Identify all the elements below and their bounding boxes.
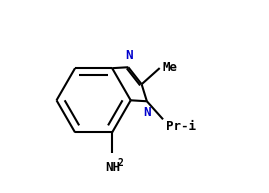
Text: Pr-i: Pr-i xyxy=(166,120,196,133)
Text: NH: NH xyxy=(105,161,121,174)
Text: N: N xyxy=(143,106,151,119)
Text: Me: Me xyxy=(162,61,178,74)
Text: 2: 2 xyxy=(118,158,124,168)
Text: N: N xyxy=(125,49,132,63)
